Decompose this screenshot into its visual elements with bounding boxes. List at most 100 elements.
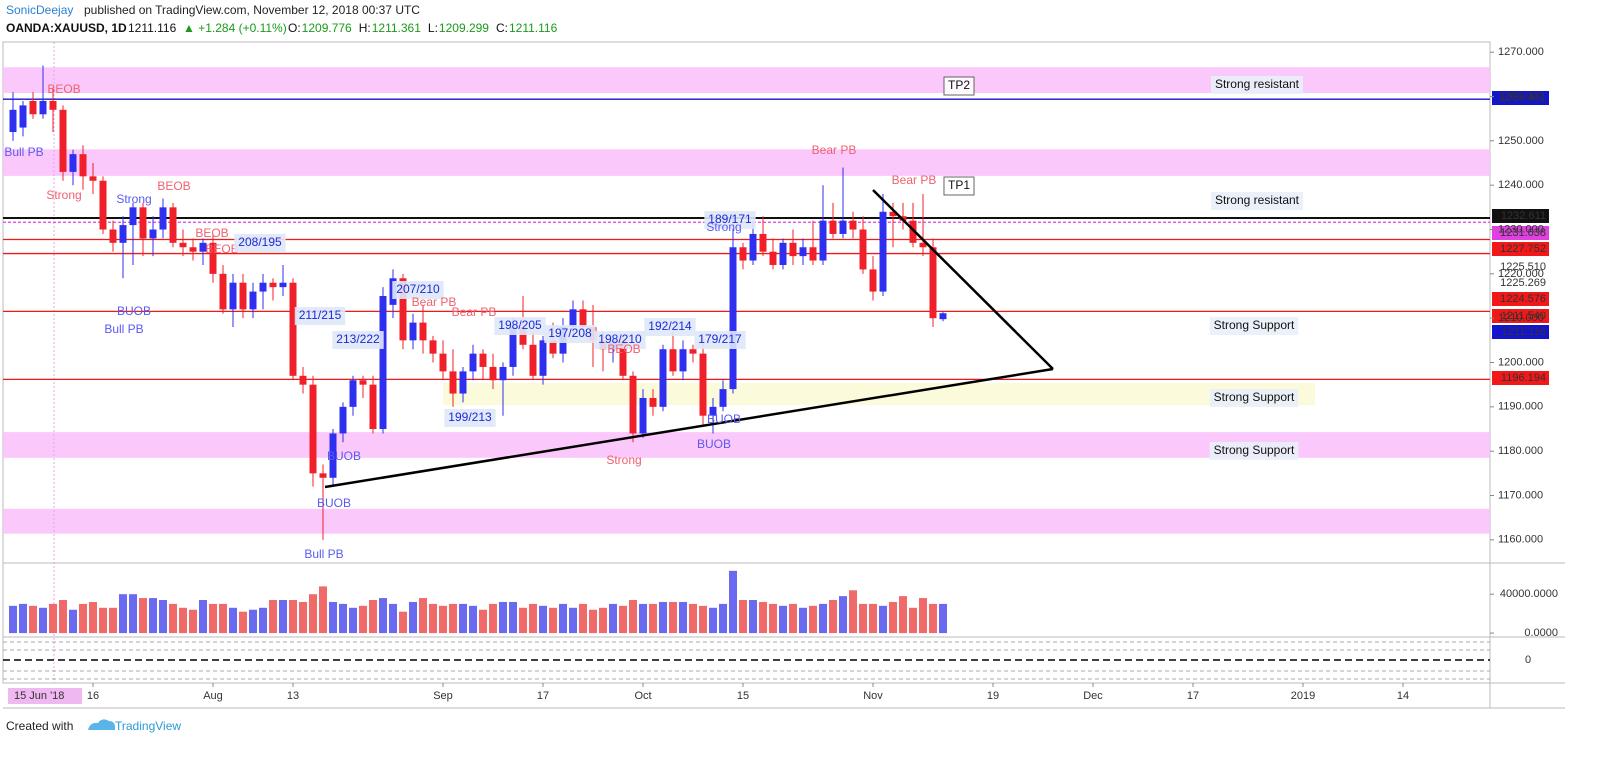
volume-bar (699, 605, 707, 634)
candle-body (879, 211, 887, 292)
volume-bar (719, 603, 727, 634)
candle-body (659, 349, 667, 407)
annotation: BEOB (47, 82, 80, 96)
y-tick-label: 1260.000 (1498, 90, 1544, 102)
y-tick-label: 1160.000 (1498, 534, 1543, 546)
candle-body (369, 384, 377, 430)
annotation-box (1209, 389, 1299, 407)
volume-bar (839, 596, 847, 634)
crosshair-box (8, 688, 82, 704)
trend-line (872, 189, 1054, 370)
annotation-box (494, 317, 546, 335)
candle-body (239, 282, 247, 310)
volume-bar (149, 598, 157, 634)
annotation: BEOB (195, 226, 228, 240)
candle-body (429, 340, 437, 354)
candle-body (69, 154, 77, 172)
logo (88, 719, 116, 730)
volume-bar (199, 600, 207, 634)
volume-bar (939, 603, 947, 634)
annotation-box (444, 409, 496, 427)
volume-bar (79, 603, 87, 634)
annotation: Bear PB (412, 295, 457, 309)
volume-bar (309, 594, 317, 634)
annotation-box (1210, 192, 1304, 210)
candle-body (269, 282, 277, 288)
price-marker (1492, 242, 1549, 256)
candle-body (549, 340, 557, 354)
candle-body (639, 397, 647, 434)
volume-bar (409, 601, 417, 634)
volume-bar (559, 603, 567, 634)
annotation: BUOB (697, 437, 731, 451)
price-marker (1492, 309, 1549, 323)
price-marker (1492, 209, 1549, 223)
volume-bar (109, 607, 117, 634)
volume-bar (49, 603, 57, 634)
ohlc-value: 1209.299 (439, 21, 489, 35)
price-marker (1492, 325, 1549, 339)
price-marker-label: 1225.269 (1500, 277, 1546, 289)
volume-bar (469, 605, 477, 634)
price-marker-label: 1224.576 (1500, 293, 1546, 305)
candle-body (739, 247, 747, 261)
x-tick-label: 17 (1187, 690, 1199, 702)
x-tick-label: 17 (537, 690, 549, 702)
volume-bar (679, 601, 687, 634)
candle-body (849, 220, 857, 230)
volume-bar (29, 605, 37, 634)
volume-bar (189, 609, 197, 634)
author[interactable]: SonicDeejay (6, 3, 73, 17)
volume-bar (689, 603, 697, 634)
candle-body (729, 247, 737, 390)
candle-body (439, 353, 447, 372)
annotation: BEOB (205, 242, 238, 256)
volume-bar (729, 570, 737, 634)
volume-bar (19, 603, 27, 634)
ohlc-value: 1211.116 (509, 21, 558, 35)
footer-brand[interactable]: TradingView (115, 719, 181, 733)
volume-bar (129, 594, 137, 634)
volume-bar (279, 600, 287, 634)
annotation: BUOB (117, 304, 151, 318)
candle-body (219, 273, 227, 310)
x-tick-label: 14 (1397, 690, 1409, 702)
candle-body (539, 340, 547, 376)
volume-bar (709, 607, 717, 634)
symbol: OANDA:XAUUSD, 1D (6, 21, 127, 35)
annotation: BUOB (327, 449, 361, 463)
trend-line (324, 367, 1054, 489)
candle-body (129, 207, 137, 226)
annotation: TP1 (948, 178, 970, 192)
ohlc-label: C: (496, 21, 508, 35)
candle-body (869, 269, 877, 292)
annotation: Strong Support (1214, 318, 1295, 332)
candle-body (649, 397, 657, 407)
candle-body (139, 207, 147, 239)
candle-body (579, 309, 587, 328)
candle-body (719, 389, 727, 407)
volume-bar (339, 603, 347, 634)
annotation: 189/171 (708, 212, 752, 226)
frame (2, 41, 1491, 684)
volume-bar (599, 607, 607, 634)
annotation-box (392, 281, 444, 299)
candle-body (629, 375, 637, 434)
candle-body (119, 225, 127, 243)
volume-bar (639, 603, 647, 634)
candle-body (909, 220, 917, 243)
candle-body (29, 100, 37, 115)
x-tick-label: Nov (863, 690, 883, 702)
zone (3, 508, 1490, 534)
annotation: Strong (116, 192, 151, 206)
volume-bar (529, 603, 537, 634)
candle-body (499, 366, 507, 381)
candle-body (159, 207, 167, 230)
volume-bar (179, 607, 187, 634)
osc-tick-label: 0 (1525, 654, 1531, 666)
volume-bar (629, 600, 637, 634)
x-tick-label: 2019 (1291, 690, 1315, 702)
candle-body (509, 327, 517, 367)
volume-bar (519, 607, 527, 634)
